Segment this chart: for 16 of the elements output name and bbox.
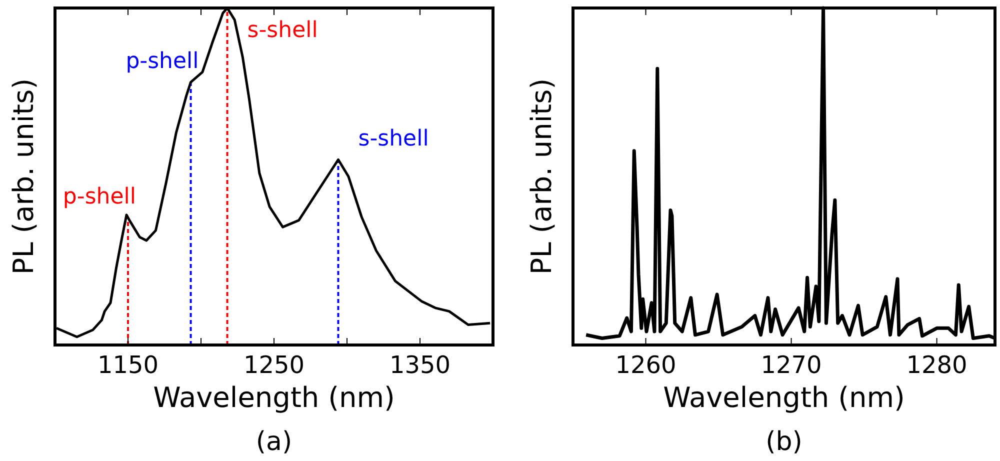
x-axis-title: Wavelength (nm)	[663, 381, 905, 414]
ref-line-label: s-shell	[358, 126, 429, 152]
x-tick-label: 1260	[615, 351, 676, 379]
x-tick-label: 1250	[243, 351, 305, 379]
x-tick-label: 1280	[906, 351, 968, 379]
y-axis-title: PL (arb. units)	[525, 78, 558, 275]
x-tick-label: 1270	[760, 351, 822, 379]
text: (b)	[766, 427, 802, 457]
x-tick-label: 1350	[389, 351, 451, 379]
ref-line-label: s-shell	[247, 18, 318, 43]
ref-line-label: p-shell	[62, 184, 136, 210]
x-axis-title: Wavelength (nm)	[153, 381, 395, 414]
ref-line-label: p-shell	[126, 49, 199, 74]
text: (a)	[256, 427, 292, 457]
x-tick-label: 1150	[97, 351, 159, 379]
y-axis-title: PL (arb. units)	[7, 78, 40, 275]
